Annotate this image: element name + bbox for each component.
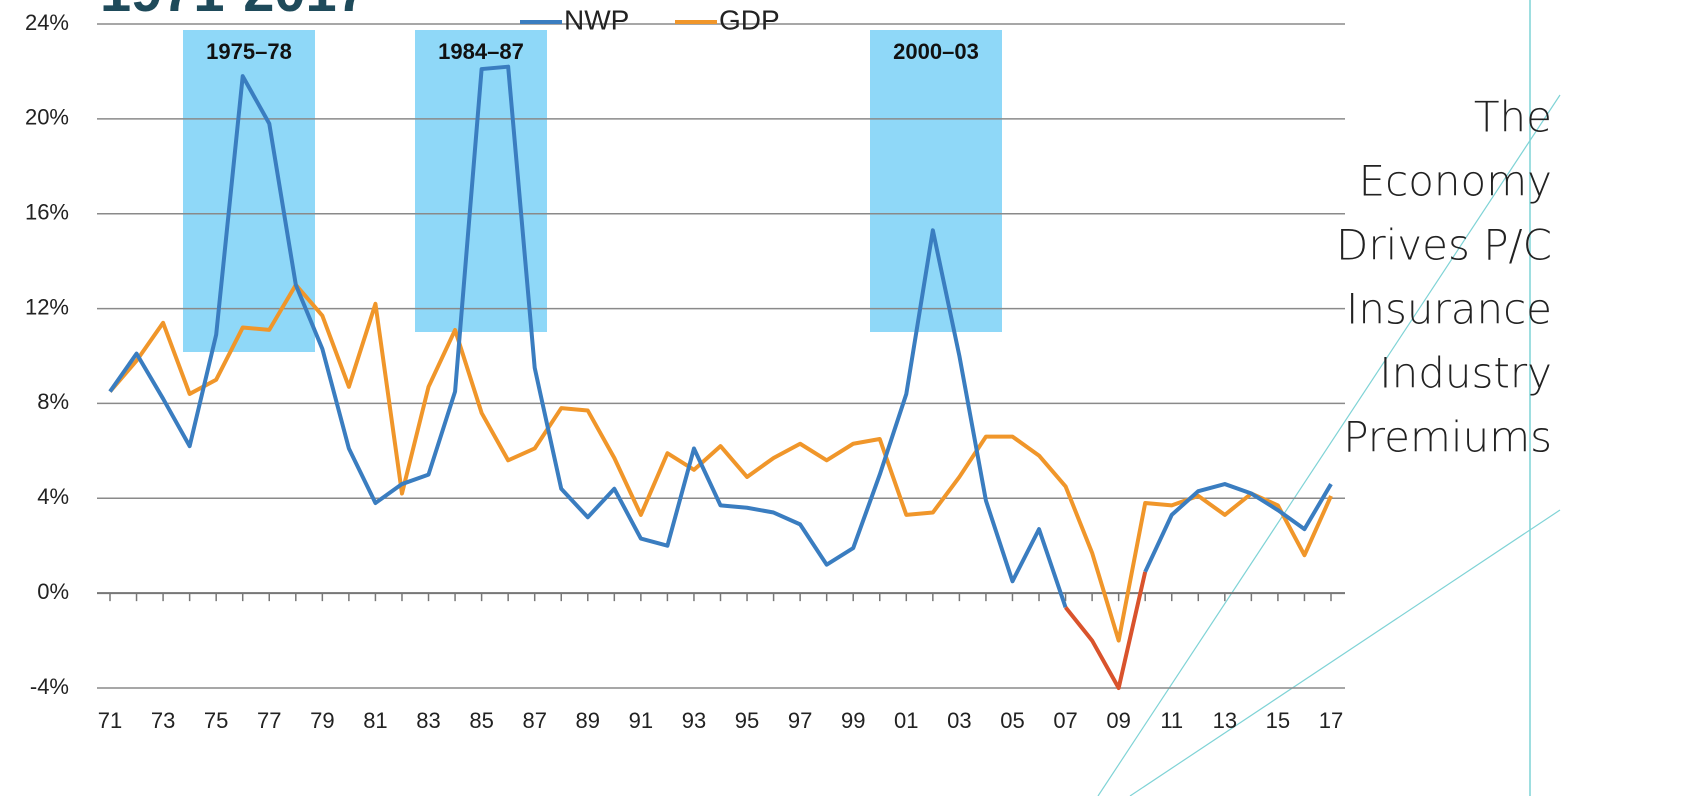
x-tick-label: 13	[1213, 708, 1237, 733]
chart-title: 1971-2017	[100, 0, 368, 23]
x-tick-label: 95	[735, 708, 759, 733]
x-tick-label: 09	[1106, 708, 1130, 733]
region-label: 1984–87	[438, 39, 524, 64]
series-line	[1143, 482, 1333, 573]
x-tick-label: 81	[363, 708, 387, 733]
side-title: Insurance	[1346, 285, 1552, 334]
y-tick-label: 0%	[37, 579, 69, 604]
decor-line	[1097, 94, 1561, 796]
x-tick-label: 83	[416, 708, 440, 733]
side-title: Drives P/C	[1336, 221, 1552, 270]
series-line	[108, 282, 1333, 643]
region-label: 2000–03	[893, 39, 979, 64]
y-tick-label: -4%	[30, 674, 69, 699]
x-tick-label: 97	[788, 708, 812, 733]
y-tick-label: 20%	[25, 105, 69, 130]
side-title: Economy	[1359, 157, 1552, 206]
x-tick-label: 87	[522, 708, 546, 733]
x-tick-label: 85	[469, 708, 493, 733]
x-tick-label: 15	[1266, 708, 1290, 733]
x-tick-label: 77	[257, 708, 281, 733]
x-tick-label: 01	[894, 708, 918, 733]
legend-label: GDP	[719, 4, 780, 35]
y-tick-label: 8%	[37, 389, 69, 414]
x-tick-label: 99	[841, 708, 865, 733]
highlight-region	[870, 30, 1002, 332]
x-tick-label: 75	[204, 708, 228, 733]
decor-line	[1129, 509, 1561, 796]
x-tick-label: 03	[947, 708, 971, 733]
x-tick-label: 93	[682, 708, 706, 733]
x-tick-label: 71	[98, 708, 122, 733]
x-tick-label: 91	[629, 708, 653, 733]
legend-label: NWP	[564, 4, 629, 35]
x-tick-label: 79	[310, 708, 334, 733]
x-tick-label: 73	[151, 708, 175, 733]
side-title: The	[1474, 93, 1552, 142]
x-tick-label: 89	[576, 708, 600, 733]
side-title: Industry	[1379, 349, 1552, 398]
x-tick-label: 11	[1160, 708, 1183, 733]
highlight-region	[183, 30, 315, 352]
x-tick-label: 05	[1000, 708, 1024, 733]
side-title: Premiums	[1343, 413, 1552, 462]
x-tick-label: 07	[1053, 708, 1077, 733]
y-tick-label: 4%	[37, 484, 69, 509]
y-tick-label: 12%	[25, 294, 69, 319]
y-tick-label: 16%	[25, 200, 69, 225]
y-tick-label: 24%	[25, 10, 69, 35]
region-label: 1975–78	[206, 39, 292, 64]
series-line	[1064, 571, 1148, 690]
x-tick-label: 17	[1319, 708, 1343, 733]
series-line	[108, 64, 1068, 609]
